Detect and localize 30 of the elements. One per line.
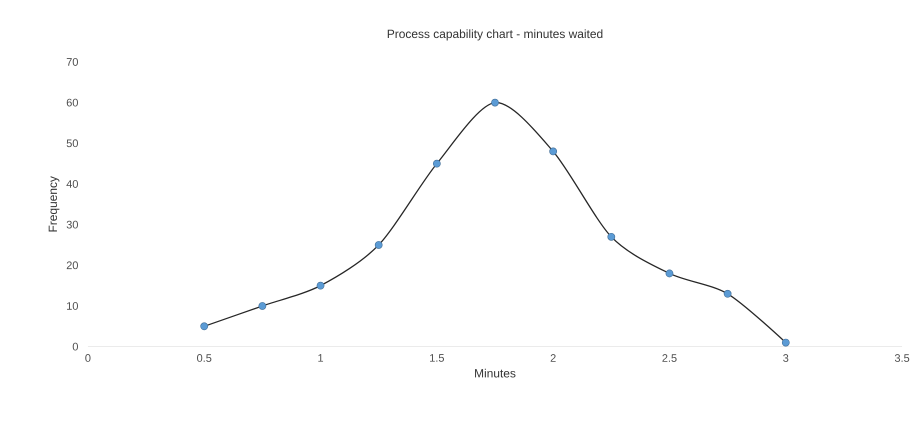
point: [200, 322, 208, 330]
x-tick-label: 3: [783, 354, 788, 362]
point: [666, 270, 674, 278]
point: [374, 241, 383, 250]
point: [491, 98, 499, 107]
y-tick-label: 40: [66, 180, 78, 188]
point: [724, 290, 732, 298]
y-tick-label: 30: [66, 220, 78, 229]
point: [258, 302, 266, 310]
x-tick-label: 1: [318, 354, 324, 362]
x-axis-title: Minutes: [475, 368, 516, 378]
x-tick-label: 0.5: [197, 354, 212, 362]
y-tick-label: 70: [66, 58, 78, 66]
point: [316, 282, 324, 290]
y-tick-label: 0: [72, 342, 78, 351]
y-tick-label: 60: [66, 98, 78, 107]
point: [782, 338, 790, 347]
x-tick-label: 2: [550, 354, 556, 362]
x-tick-label: 3.5: [894, 354, 910, 362]
y-axis-title: Frequency: [48, 176, 60, 232]
y-tick-label: 10: [67, 302, 78, 310]
chart-title: Process capability chart - minutes waited: [388, 30, 602, 41]
y-tick-label: 50: [66, 140, 78, 148]
x-tick-label: 2.5: [662, 354, 677, 362]
x-tick-label: 0: [85, 354, 91, 362]
point: [432, 160, 441, 168]
x-tick-label: 1.5: [430, 354, 444, 362]
point: [549, 148, 558, 156]
point: [607, 233, 616, 241]
y-tick-label: 20: [66, 262, 78, 270]
